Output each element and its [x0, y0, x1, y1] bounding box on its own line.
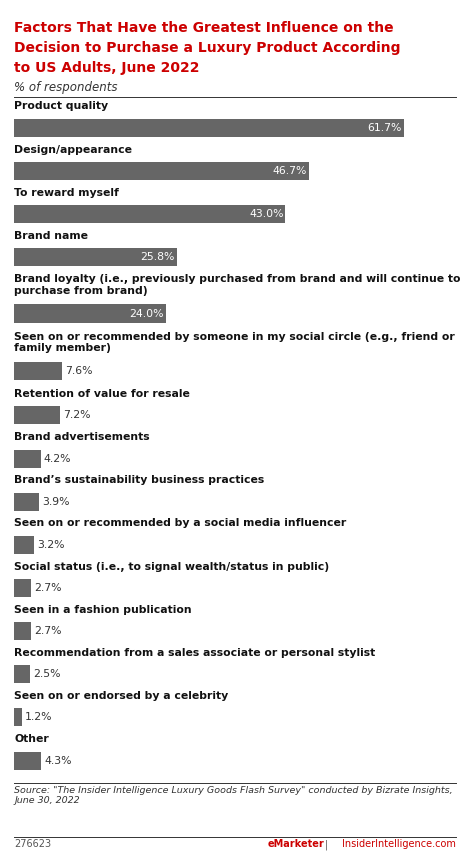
Text: Source: "The Insider Intelligence Luxury Goods Flash Survey" conducted by Bizrat: Source: "The Insider Intelligence Luxury… — [14, 786, 453, 806]
Text: 2.7%: 2.7% — [34, 626, 62, 637]
Bar — [14, 536, 34, 554]
Bar — [14, 579, 31, 597]
Text: 43.0%: 43.0% — [249, 209, 283, 219]
Text: 7.2%: 7.2% — [63, 411, 90, 420]
Bar — [14, 248, 177, 266]
Text: Decision to Purchase a Luxury Product According: Decision to Purchase a Luxury Product Ac… — [14, 41, 400, 55]
Text: Brand loyalty (i.e., previously purchased from brand and will continue to
purcha: Brand loyalty (i.e., previously purchase… — [14, 274, 461, 295]
Bar — [14, 709, 22, 727]
Text: Factors That Have the Greatest Influence on the: Factors That Have the Greatest Influence… — [14, 21, 394, 35]
Text: Product quality: Product quality — [14, 101, 108, 112]
Text: Seen on or endorsed by a celebrity: Seen on or endorsed by a celebrity — [14, 691, 228, 701]
Text: Other: Other — [14, 734, 49, 744]
Text: Retention of value for resale: Retention of value for resale — [14, 389, 190, 399]
Text: 2.5%: 2.5% — [33, 669, 61, 679]
Text: 1.2%: 1.2% — [25, 712, 52, 722]
Bar — [14, 449, 40, 467]
Bar — [14, 752, 41, 770]
Bar — [14, 406, 60, 424]
Text: Seen on or recommended by someone in my social circle (e.g., friend or
family me: Seen on or recommended by someone in my … — [14, 332, 455, 353]
Bar — [14, 205, 285, 223]
Text: Design/appearance: Design/appearance — [14, 144, 132, 155]
Text: 3.9%: 3.9% — [42, 497, 70, 507]
Text: 4.2%: 4.2% — [44, 454, 71, 464]
Bar — [14, 161, 309, 180]
Bar — [14, 304, 165, 322]
Bar — [14, 493, 39, 511]
Text: to US Adults, June 2022: to US Adults, June 2022 — [14, 61, 200, 75]
Text: eMarketer: eMarketer — [267, 839, 324, 850]
Bar — [14, 665, 30, 683]
Text: 7.6%: 7.6% — [65, 366, 93, 376]
Bar — [14, 362, 62, 380]
Text: 3.2%: 3.2% — [38, 539, 65, 550]
Text: Seen on or recommended by a social media influencer: Seen on or recommended by a social media… — [14, 519, 346, 528]
Text: Seen in a fashion publication: Seen in a fashion publication — [14, 605, 192, 615]
Text: InsiderIntelligence.com: InsiderIntelligence.com — [342, 839, 456, 850]
Text: 46.7%: 46.7% — [273, 166, 307, 176]
Text: |: | — [325, 839, 328, 850]
Text: 4.3%: 4.3% — [44, 756, 72, 765]
Text: 2.7%: 2.7% — [34, 583, 62, 593]
Text: Brand’s sustainability business practices: Brand’s sustainability business practice… — [14, 475, 264, 485]
Text: Recommendation from a sales associate or personal stylist: Recommendation from a sales associate or… — [14, 648, 376, 658]
Text: 61.7%: 61.7% — [367, 123, 402, 132]
Text: 25.8%: 25.8% — [141, 253, 175, 262]
Text: % of respondents: % of respondents — [14, 81, 118, 94]
Text: Social status (i.e., to signal wealth/status in public): Social status (i.e., to signal wealth/st… — [14, 562, 329, 571]
Text: To reward myself: To reward myself — [14, 187, 119, 198]
Bar — [14, 119, 404, 137]
Bar — [14, 622, 31, 640]
Text: Brand advertisements: Brand advertisements — [14, 432, 150, 442]
Text: 24.0%: 24.0% — [129, 308, 164, 319]
Text: Brand name: Brand name — [14, 231, 88, 241]
Text: 276623: 276623 — [14, 839, 51, 850]
